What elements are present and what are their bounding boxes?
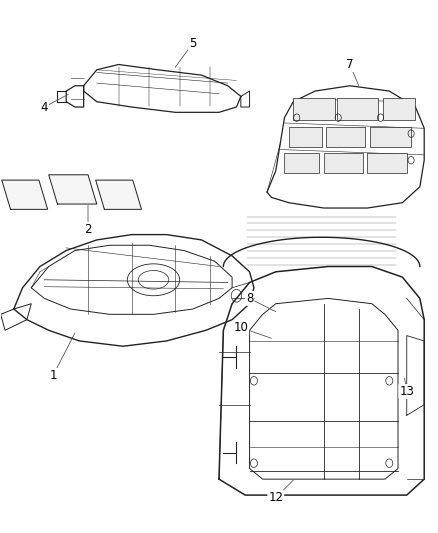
Text: 12: 12: [268, 480, 293, 504]
Bar: [337, 98, 378, 120]
Text: 7: 7: [346, 58, 359, 86]
Text: 2: 2: [84, 205, 92, 236]
Bar: [383, 98, 416, 120]
Text: 4: 4: [41, 94, 68, 114]
Bar: [326, 127, 365, 147]
Bar: [367, 154, 407, 173]
Polygon shape: [2, 180, 48, 209]
Text: 13: 13: [399, 378, 414, 398]
Text: 10: 10: [233, 321, 272, 338]
Bar: [289, 127, 321, 147]
Polygon shape: [49, 175, 97, 204]
Bar: [324, 154, 363, 173]
Bar: [370, 127, 411, 147]
Polygon shape: [95, 180, 141, 209]
Bar: [285, 154, 319, 173]
Text: 8: 8: [246, 292, 276, 312]
Text: 5: 5: [175, 37, 197, 67]
Text: 1: 1: [49, 333, 75, 382]
Bar: [293, 98, 335, 120]
